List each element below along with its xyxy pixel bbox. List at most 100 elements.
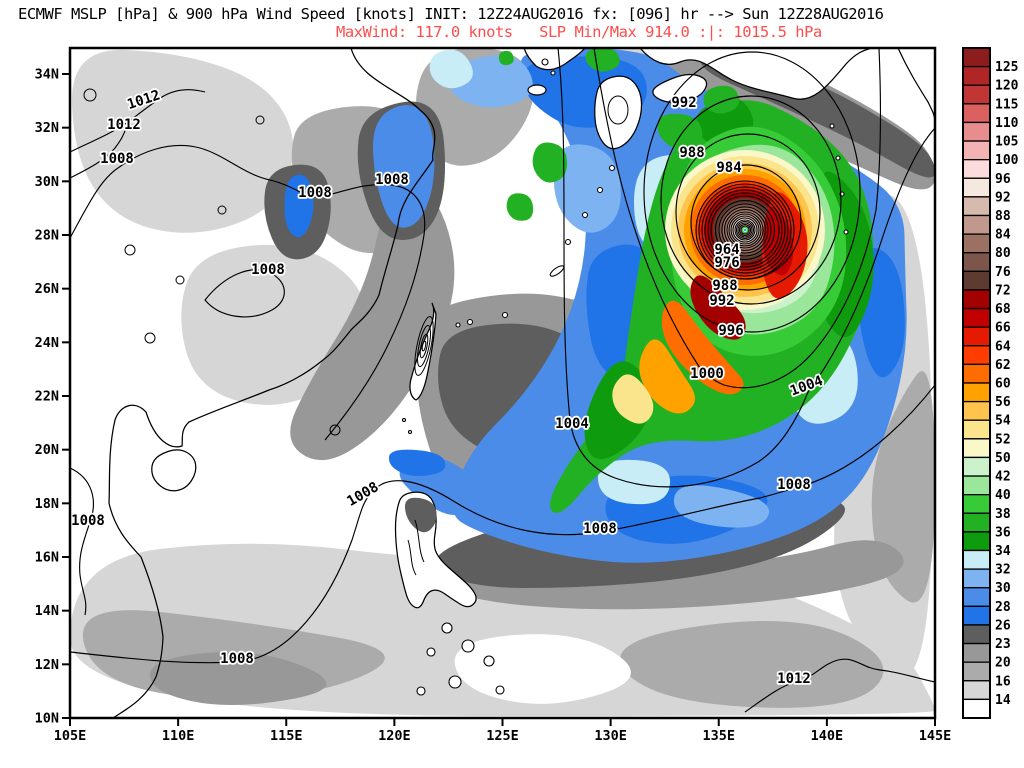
- island: [829, 123, 835, 129]
- lon-tick-label: 110E: [162, 728, 195, 744]
- chart-subtitle: MaxWind: 117.0 knots SLP Min/Max 914.0 :…: [336, 23, 822, 41]
- island: [448, 675, 462, 689]
- isobar-label: 984: [716, 160, 741, 176]
- coastline: [523, 48, 586, 71]
- wind-shade-region: [597, 459, 671, 505]
- colorbar-swatch: [962, 680, 991, 701]
- lon-tick-label: 125E: [486, 728, 519, 744]
- wind-shade-region: [71, 49, 294, 233]
- typhoon-wind-bulge: [639, 339, 695, 414]
- terrain-contour: [217, 205, 227, 215]
- lat-tick-label: 16N: [35, 550, 59, 566]
- island: [581, 211, 589, 219]
- isobar-line: [732, 217, 758, 243]
- lon-tick-label: 105E: [54, 728, 87, 744]
- colorbar-swatch: [962, 289, 991, 310]
- isobar-label: 976: [714, 255, 739, 271]
- isobar-line: [698, 183, 792, 277]
- terrain-contour: [417, 324, 431, 368]
- isobar-line: [707, 192, 783, 268]
- wind-shade-region: [388, 449, 446, 476]
- colorbar-label: 54: [995, 414, 1011, 429]
- colorbar-swatch: [962, 326, 991, 347]
- isobar-line: [718, 203, 772, 257]
- colorbar-swatch: [962, 642, 991, 663]
- wind-shade-region: [498, 50, 514, 66]
- isobar-label: 1008: [71, 513, 105, 529]
- typhoon-wind-bulge: [612, 374, 654, 424]
- terrain-contour: [414, 316, 434, 376]
- terrain-contour: [419, 333, 429, 359]
- isobar-label: 1012: [107, 117, 141, 133]
- island: [550, 70, 556, 76]
- colorbar-swatch: [962, 512, 991, 533]
- isobar-label: 1008: [777, 477, 811, 493]
- wind-shade-region: [532, 142, 568, 183]
- colorbar-swatch: [962, 549, 991, 570]
- colorbar-label: 115: [995, 97, 1018, 112]
- lat-tick-label: 28N: [35, 228, 59, 244]
- colorbar-swatch: [962, 624, 991, 645]
- colorbar-label: 80: [995, 246, 1011, 261]
- colorbar-label: 42: [995, 470, 1011, 485]
- colorbar-swatch: [962, 233, 991, 254]
- lat-tick-label: 22N: [35, 389, 59, 405]
- isobar-line: [728, 213, 762, 247]
- isobar-line: [726, 211, 764, 249]
- coastline: [594, 75, 643, 150]
- colorbar-swatch: [962, 456, 991, 477]
- isobar-line: [730, 215, 760, 245]
- colorbar-swatch: [962, 400, 991, 421]
- island: [541, 58, 549, 66]
- isobar-line: [557, 48, 935, 488]
- colorbar-label: 14: [995, 693, 1011, 708]
- typhoon-wind-bulge: [661, 300, 744, 395]
- lat-tick-label: 24N: [35, 335, 59, 351]
- isobar-line: [660, 95, 842, 305]
- colorbar-label: 96: [995, 172, 1011, 187]
- colorbar-label: 76: [995, 265, 1011, 280]
- isobar-line: [744, 658, 935, 713]
- terrain-contour: [83, 88, 97, 102]
- terrain-contour: [329, 424, 341, 436]
- coastline: [409, 302, 437, 401]
- lon-tick-label: 130E: [594, 728, 627, 744]
- isobar-line: [695, 180, 795, 280]
- wind-shade-region: [284, 174, 314, 238]
- lon-tick-label: 115E: [270, 728, 303, 744]
- island: [483, 655, 495, 667]
- coastline: [639, 48, 873, 100]
- isobar-line: [70, 124, 128, 179]
- wind-shade-region: [585, 48, 620, 72]
- colorbar-label: 36: [995, 525, 1011, 540]
- colorbar-label: 66: [995, 321, 1011, 336]
- colorbar-label: 26: [995, 618, 1011, 633]
- colorbar-swatch: [962, 605, 991, 626]
- isobar-line: [714, 199, 776, 261]
- colorbar-label: 64: [995, 339, 1011, 354]
- colorbar-swatch: [962, 177, 991, 198]
- lat-tick-label: 26N: [35, 281, 59, 297]
- isobar-label: 1012: [777, 671, 811, 687]
- colorbar-label: 23: [995, 637, 1011, 652]
- terrain-contour: [255, 115, 265, 125]
- colorbar-label: 38: [995, 507, 1011, 522]
- colorbar-swatch: [962, 494, 991, 514]
- isobar-label: 992: [709, 293, 734, 309]
- isobar-label: 1008: [100, 151, 134, 167]
- colorbar-swatch: [962, 568, 991, 589]
- lon-tick-label: 145E: [919, 728, 952, 744]
- wind-shade-region: [429, 49, 473, 89]
- isobar-line: [643, 51, 861, 333]
- isobar-label: 1008: [583, 521, 617, 537]
- colorbar-label: 28: [995, 600, 1011, 615]
- colorbar-swatch: [962, 84, 991, 105]
- colorbar-label: 72: [995, 283, 1011, 298]
- colorbar-swatch: [962, 587, 991, 607]
- island: [455, 322, 461, 328]
- wind-shade-region: [620, 620, 884, 708]
- island: [843, 229, 849, 235]
- colorbar-swatch: [962, 698, 991, 719]
- isobar-line: [70, 467, 94, 616]
